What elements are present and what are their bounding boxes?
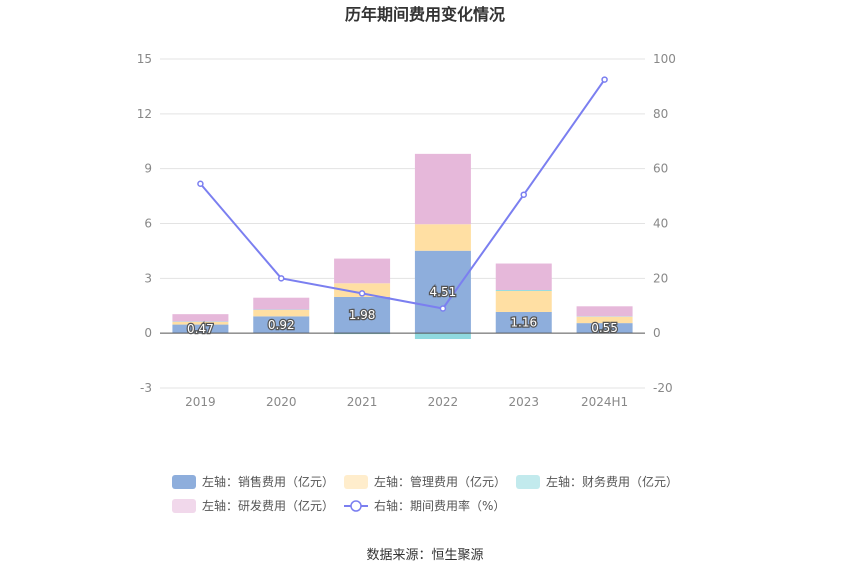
x-tick-label: 2022 bbox=[428, 395, 459, 409]
x-tick-label: 2020 bbox=[266, 395, 297, 409]
data-labels: 0.47 0.92 1.98 4.51 1.16 0.55 bbox=[186, 284, 619, 337]
x-tick-label: 2021 bbox=[347, 395, 378, 409]
right-tick-label: 100 bbox=[653, 52, 676, 66]
legend-item[interactable]: 右轴：期间费用率（%） bbox=[344, 498, 505, 513]
legend-label: 左轴：财务费用（亿元） bbox=[546, 474, 678, 489]
legend-swatch bbox=[516, 475, 540, 489]
legend-label: 右轴：期间费用率（%） bbox=[374, 498, 505, 513]
rate-point bbox=[601, 76, 608, 83]
chart-title: 历年期间费用变化情况 bbox=[345, 5, 505, 24]
legend-label: 左轴：销售费用（亿元） bbox=[202, 474, 334, 489]
bar-segment bbox=[334, 258, 391, 284]
bar-segment bbox=[253, 309, 310, 317]
bar-segment bbox=[576, 323, 633, 334]
rate-point bbox=[197, 180, 204, 187]
data-label: 1.98 bbox=[349, 308, 376, 322]
data-label: 4.51 bbox=[430, 285, 457, 299]
right-tick-label: -20 bbox=[653, 381, 673, 395]
data-label: 0.47 bbox=[187, 322, 214, 336]
data-label: 0.92 bbox=[268, 318, 295, 332]
right-tick-label: 0 bbox=[653, 326, 661, 340]
rate-point bbox=[439, 305, 447, 312]
legend-marker bbox=[350, 500, 362, 512]
x-tick-label: 2023 bbox=[508, 395, 539, 409]
bar-segment bbox=[495, 263, 552, 291]
right-tick-label: 20 bbox=[653, 271, 668, 285]
left-tick-label: 3 bbox=[144, 271, 152, 285]
bar-segment bbox=[414, 153, 471, 225]
bar-segment bbox=[253, 316, 310, 334]
legend-swatch bbox=[172, 499, 196, 513]
rate-line bbox=[197, 76, 608, 312]
legend-swatch bbox=[172, 475, 196, 489]
grid bbox=[160, 58, 645, 389]
bar-segment bbox=[414, 333, 471, 340]
data-label: 1.16 bbox=[510, 316, 537, 330]
left-tick-label: 6 bbox=[144, 217, 152, 231]
bar-segment bbox=[576, 316, 633, 324]
bar-segment bbox=[172, 321, 229, 325]
legend[interactable]: 左轴：销售费用（亿元） 左轴：管理费用（亿元） 左轴：财务费用（亿元） 左轴：研发费用… bbox=[172, 474, 678, 513]
bar-segment bbox=[334, 296, 391, 334]
bars bbox=[172, 153, 633, 340]
legend-item[interactable]: 左轴：研发费用（亿元） bbox=[172, 498, 334, 513]
right-tick-label: 40 bbox=[653, 217, 668, 231]
x-tick-label: 2019 bbox=[185, 395, 216, 409]
bar-segment bbox=[495, 290, 552, 312]
bar-segment bbox=[172, 314, 229, 322]
bar-segment bbox=[253, 297, 310, 310]
right-tick-label: 60 bbox=[653, 162, 668, 176]
right-axis: -20 0 20 40 60 80 100 bbox=[653, 52, 676, 395]
bar-segment bbox=[495, 290, 552, 291]
source-text: 数据来源：恒生聚源 bbox=[366, 548, 483, 563]
legend-item[interactable]: 左轴：管理费用（亿元） bbox=[344, 474, 506, 489]
left-tick-label: 15 bbox=[137, 52, 152, 66]
bar-segment bbox=[414, 250, 471, 334]
left-tick-label: 12 bbox=[137, 107, 152, 121]
rate-point bbox=[520, 191, 527, 198]
rate-line-path bbox=[199, 78, 606, 310]
legend-item[interactable]: 左轴：销售费用（亿元） bbox=[172, 474, 334, 489]
legend-item[interactable]: 左轴：财务费用（亿元） bbox=[516, 474, 678, 489]
left-tick-label: 0 bbox=[144, 326, 152, 340]
legend-swatch bbox=[344, 475, 368, 489]
bar-segment bbox=[495, 311, 552, 334]
bar-segment bbox=[576, 306, 633, 317]
right-tick-label: 80 bbox=[653, 107, 668, 121]
data-label: 0.55 bbox=[591, 321, 618, 335]
bar-segment bbox=[414, 224, 471, 251]
x-axis: 2019 2020 2021 2022 2023 2024H1 bbox=[185, 395, 628, 409]
x-tick-label: 2024H1 bbox=[581, 395, 628, 409]
legend-label: 左轴：研发费用（亿元） bbox=[202, 498, 334, 513]
rate-point bbox=[358, 290, 366, 297]
left-tick-label: 9 bbox=[144, 162, 152, 176]
left-tick-label: -3 bbox=[140, 381, 152, 395]
bar-segment bbox=[334, 283, 391, 297]
left-axis: -3 0 3 6 9 12 15 bbox=[137, 52, 152, 395]
rate-point bbox=[278, 275, 285, 282]
bar-segment bbox=[172, 324, 229, 334]
legend-label: 左轴：管理费用（亿元） bbox=[374, 474, 506, 489]
